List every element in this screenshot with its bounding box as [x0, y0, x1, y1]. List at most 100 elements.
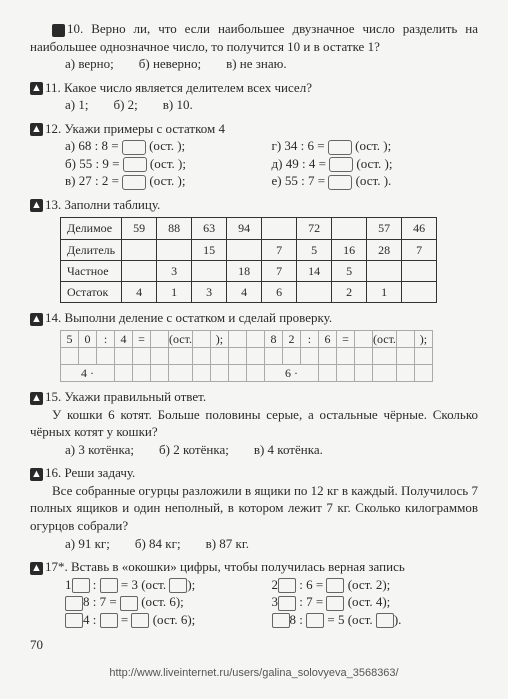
q16-opt-a: а) 91 кг;: [65, 535, 110, 553]
grid-cell: :: [97, 330, 115, 347]
digit-box[interactable]: [278, 596, 296, 611]
q17-num: 17*.: [45, 559, 68, 574]
q10-text: Верно ли, что если наибольшее двузначное…: [30, 21, 478, 54]
grid-cell: );: [414, 330, 432, 347]
grid-cell: (ост.: [169, 330, 193, 347]
grid-cell: [246, 347, 264, 364]
source-url: http://www.liveinternet.ru/users/galina_…: [30, 666, 478, 681]
digit-box[interactable]: [100, 578, 118, 593]
table-cell: 72: [297, 218, 332, 239]
table-cell: [367, 260, 402, 281]
grid-cell: [115, 347, 133, 364]
answer-box[interactable]: [328, 140, 352, 155]
grid-cell: [372, 347, 396, 364]
q16-opt-b: б) 84 кг;: [135, 535, 181, 553]
grid-cell: );: [210, 330, 228, 347]
grid-cell: [228, 347, 246, 364]
digit-box[interactable]: [100, 613, 118, 628]
table-cell: 2: [332, 282, 367, 303]
q17-text: Вставь в «окошки» цифры, чтобы получилас…: [71, 559, 405, 574]
q15-text1: Укажи правильный ответ.: [65, 389, 207, 404]
grid-cell: [192, 330, 210, 347]
table-row-header: Частное: [61, 260, 122, 281]
grid-cell: [318, 347, 336, 364]
q13-num: 13.: [45, 197, 61, 212]
q11-opt-b: б) 2;: [113, 96, 137, 114]
digit-box[interactable]: [169, 578, 187, 593]
page-number: 70: [30, 636, 478, 654]
grid-cell: [97, 347, 115, 364]
q16-text1: Реши задачу.: [65, 465, 136, 480]
grid-cell: [61, 347, 79, 364]
table-cell: 59: [122, 218, 157, 239]
grid-cell: [169, 347, 193, 364]
grid-cell: 8: [264, 330, 282, 347]
answer-box[interactable]: [122, 140, 146, 155]
table-cell: 88: [157, 218, 192, 239]
marker-icon: ▲: [30, 313, 43, 326]
answer-box[interactable]: [123, 157, 147, 172]
table-cell: 63: [192, 218, 227, 239]
marker-icon: ▲: [30, 82, 43, 95]
digit-box[interactable]: [326, 596, 344, 611]
answer-box[interactable]: [328, 175, 352, 190]
grid-cell: [79, 347, 97, 364]
q16-num: 16.: [45, 465, 61, 480]
grid-cell: 5: [61, 330, 79, 347]
table-cell: 46: [402, 218, 437, 239]
grid-cell: [354, 330, 372, 347]
table-cell: 3: [192, 282, 227, 303]
q11-opt-a: а) 1;: [65, 96, 88, 114]
table-cell: 5: [297, 239, 332, 260]
table-cell: [192, 260, 227, 281]
grid-cell: [300, 347, 318, 364]
table-cell: [402, 260, 437, 281]
table-cell: 94: [227, 218, 262, 239]
digit-box[interactable]: [65, 613, 83, 628]
answer-box[interactable]: [329, 157, 353, 172]
digit-box[interactable]: [278, 578, 296, 593]
digit-box[interactable]: [131, 613, 149, 628]
digit-box[interactable]: [272, 613, 290, 628]
table-cell: 6: [262, 282, 297, 303]
q12-num: 12.: [45, 121, 61, 136]
table-row-header: Делимое: [61, 218, 122, 239]
grid-cell: [396, 347, 414, 364]
answer-box[interactable]: [122, 175, 146, 190]
marker-icon: ▲: [30, 562, 43, 575]
digit-box[interactable]: [65, 596, 83, 611]
table-cell: [157, 239, 192, 260]
table-cell: 4: [227, 282, 262, 303]
grid-cell: [192, 347, 210, 364]
grid-cell: [414, 347, 432, 364]
marker-icon: ▲: [30, 392, 43, 405]
grid-cell: [210, 347, 228, 364]
digit-box[interactable]: [376, 613, 394, 628]
table-cell: 7: [402, 239, 437, 260]
table-cell: 57: [367, 218, 402, 239]
table-cell: [122, 260, 157, 281]
grid-cell: 2: [282, 330, 300, 347]
marker-icon: ▲: [30, 199, 43, 212]
table-cell: [227, 239, 262, 260]
marker-icon: ▲: [30, 468, 43, 481]
table-cell: 28: [367, 239, 402, 260]
q15-num: 15.: [45, 389, 61, 404]
q11-text: Какое число является делителем всех чисе…: [64, 80, 312, 95]
q16-opt-c: в) 87 кг.: [206, 535, 249, 553]
digit-box[interactable]: [326, 578, 344, 593]
q10-opt-c: в) не знаю.: [226, 55, 287, 73]
table-cell: [332, 218, 367, 239]
table-cell: 1: [367, 282, 402, 303]
digit-box[interactable]: [306, 613, 324, 628]
q10-opt-a: а) верно;: [65, 55, 114, 73]
table-cell: 7: [262, 260, 297, 281]
table-cell: 18: [227, 260, 262, 281]
q11-opt-c: в) 10.: [163, 96, 193, 114]
grid-cell: =: [133, 330, 151, 347]
table-cell: 1: [157, 282, 192, 303]
digit-box[interactable]: [72, 578, 90, 593]
q10-num: 10.: [67, 21, 83, 36]
digit-box[interactable]: [120, 596, 138, 611]
table-cell: [122, 239, 157, 260]
